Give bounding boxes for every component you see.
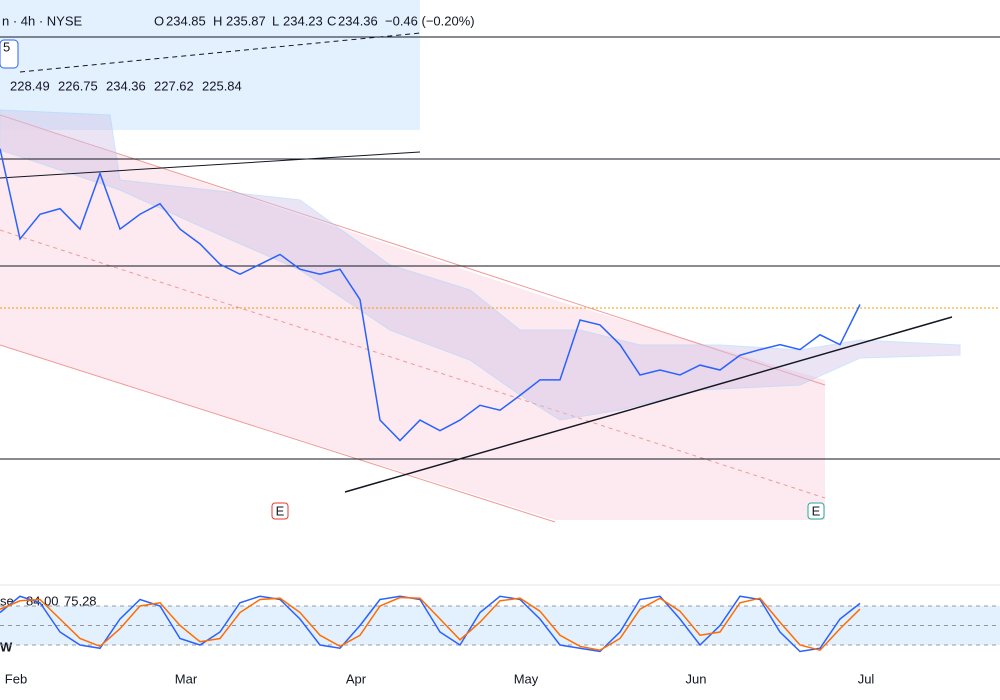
header-high: 235.87: [226, 13, 266, 28]
badge-text: 5: [3, 39, 10, 54]
indicator-value: 225.84: [202, 78, 242, 93]
indicator-value: 234.36: [106, 78, 146, 93]
earnings-label: E: [276, 503, 285, 518]
header-symbol: n · 4h · NYSE: [2, 13, 83, 28]
trendline: [19, 32, 421, 73]
x-tick-label: Jul: [858, 671, 875, 686]
channel-mid: [0, 229, 826, 499]
x-tick-label: Feb: [5, 671, 27, 686]
earnings-label: E: [812, 503, 821, 518]
series-line: [0, 595, 861, 653]
stoch-d: 75.28: [64, 593, 97, 608]
trendline: [0, 151, 421, 179]
earnings-marker[interactable]: [271, 502, 289, 520]
earnings-marker[interactable]: [807, 502, 825, 520]
indicator-value: 226.75: [58, 78, 98, 93]
series-line: [0, 596, 861, 652]
cloud: [0, 109, 961, 421]
x-tick-label: May: [514, 671, 539, 686]
header-open: 234.85: [166, 13, 206, 28]
header-open_label: O: [154, 13, 164, 28]
header-low: 234.23: [283, 13, 323, 28]
indicator-value: 227.62: [154, 78, 194, 93]
channel: [0, 115, 825, 520]
info-box: [0, 0, 420, 130]
indicator-value: 228.49: [10, 78, 50, 93]
badge: [0, 39, 19, 69]
header-low_label: L: [272, 13, 279, 28]
channel-top: [0, 114, 826, 386]
x-tick-label: Jun: [686, 671, 707, 686]
header-high_label: H: [213, 13, 222, 28]
trendline: [344, 316, 953, 493]
x-tick-label: Apr: [346, 671, 367, 686]
series-line: [0, 148, 861, 442]
header-close: 234.36: [338, 13, 378, 28]
stoch-w: W: [0, 639, 13, 654]
channel-bottom: [0, 344, 556, 523]
header-change: −0.46 (−0.20%): [385, 13, 475, 28]
header-close_label: C: [327, 13, 336, 28]
x-tick-label: Mar: [175, 671, 198, 686]
